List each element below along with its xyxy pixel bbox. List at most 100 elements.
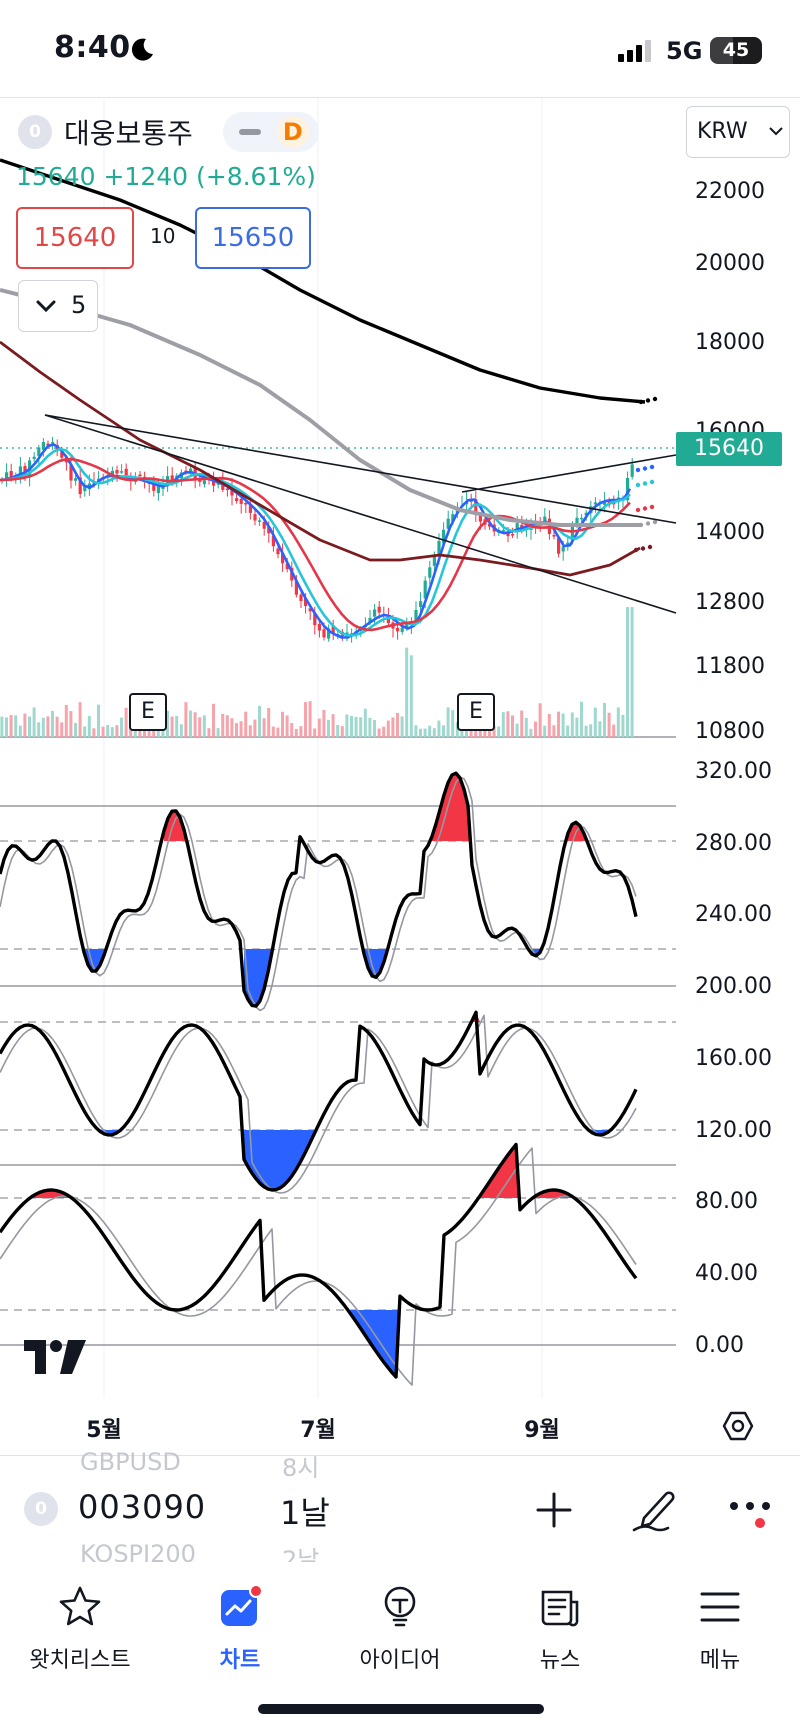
volume-bar <box>41 717 45 737</box>
indicator-count: 5 <box>71 291 87 319</box>
grid-lines <box>0 98 676 1398</box>
volume-bar <box>110 727 114 737</box>
tab-chart[interactable]: 차트 <box>160 1570 320 1680</box>
ma-projection-dot <box>638 399 644 405</box>
volume-bar <box>138 728 142 737</box>
volume-bar <box>9 715 13 737</box>
candle-body <box>557 538 561 554</box>
volume-bar <box>603 702 606 737</box>
ma-projection-dot <box>649 504 655 510</box>
more-icon[interactable] <box>728 1498 774 1532</box>
candle-body <box>230 487 234 496</box>
pen-icon[interactable] <box>630 1484 678 1534</box>
indicator-tick: 120.00 <box>695 1118 772 1143</box>
lightbulb-icon <box>384 1586 416 1627</box>
price-tick: 18000 <box>695 330 765 355</box>
candle-body <box>253 514 257 521</box>
candle-body <box>543 516 547 523</box>
volume-bar <box>584 725 588 737</box>
indicator-tick: 200.00 <box>695 974 772 999</box>
trend-line <box>461 454 677 493</box>
currency-select[interactable]: KRW <box>686 106 790 158</box>
volume-histogram <box>0 607 634 737</box>
tab-ideas[interactable]: 아이디어 <box>320 1570 480 1680</box>
candle-body <box>405 623 409 627</box>
volume-bar <box>428 725 432 737</box>
candle-body <box>331 625 335 634</box>
battery-level <box>710 37 734 64</box>
candle-body <box>152 483 156 491</box>
candle-body <box>506 532 510 537</box>
candle-body <box>124 468 128 478</box>
candle-body <box>630 464 634 477</box>
candle-body <box>593 502 597 505</box>
delay-pill[interactable]: D <box>222 112 319 152</box>
volume-bar <box>626 607 629 737</box>
candle-body <box>304 598 308 607</box>
ma-projection-dot <box>633 547 639 553</box>
candle-body <box>267 526 271 534</box>
earnings-marker[interactable]: E <box>457 693 495 731</box>
tab-news[interactable]: 뉴스 <box>480 1570 640 1680</box>
indicator-tick: 320.00 <box>695 759 772 784</box>
tab-menu[interactable]: 메뉴 <box>640 1570 800 1680</box>
divider <box>0 1562 800 1576</box>
ma-projection-dot <box>645 521 651 526</box>
ma240-line <box>0 158 646 404</box>
volume-bar <box>64 704 68 737</box>
price-change-line: 15640 +1240 (+8.61%) <box>16 162 316 191</box>
candle-body <box>41 442 45 450</box>
volume-bar <box>336 724 340 737</box>
last-price-tag: 15640 <box>676 432 782 466</box>
ma60-line <box>0 340 641 577</box>
indicators-collapse-button[interactable]: 5 <box>18 280 98 332</box>
candle-body <box>216 483 220 485</box>
volume-bar <box>317 718 321 737</box>
settings-icon[interactable] <box>722 1410 754 1442</box>
moving-averages <box>0 158 658 639</box>
minus-icon <box>238 129 261 135</box>
volume-bar <box>340 726 344 737</box>
candle-body <box>580 517 584 520</box>
ma10-line <box>0 447 631 637</box>
volume-bar <box>607 712 611 737</box>
ma5-line <box>0 443 632 639</box>
symbol-selector[interactable]: 003090 <box>78 1488 207 1526</box>
volume-bar <box>83 726 87 737</box>
symbol-row[interactable]: 0 대웅보통주 D <box>18 112 319 152</box>
battery-icon: 45 <box>710 37 762 64</box>
candle-body <box>281 553 285 564</box>
moon-icon <box>131 38 153 61</box>
candle-body <box>368 617 372 623</box>
volume-bar <box>285 715 289 737</box>
volume-bar <box>327 719 330 737</box>
candle-body <box>5 472 9 480</box>
interval-selector[interactable]: 1날 <box>280 1494 330 1532</box>
volume-bar <box>359 717 363 737</box>
add-icon[interactable] <box>534 1490 574 1530</box>
price-tick: 11800 <box>695 654 765 679</box>
symbol-name[interactable]: 대웅보통주 <box>64 117 193 150</box>
price-chart[interactable]: 2200020000180001600014000128001180010800… <box>0 98 800 1398</box>
buy-button[interactable]: 15650 <box>195 207 311 269</box>
volume-bar <box>442 725 445 737</box>
oversold-fill <box>84 949 544 1007</box>
volume-bar <box>281 711 284 737</box>
sell-button[interactable]: 15640 <box>16 207 134 269</box>
volume-bar <box>534 721 537 737</box>
tab-watchlist[interactable]: 왓치리스트 <box>0 1570 160 1680</box>
volume-bar <box>414 725 418 737</box>
volume-bar <box>0 716 4 737</box>
volume-bar <box>552 725 556 737</box>
volume-bar <box>520 710 524 737</box>
volume-bar <box>32 707 36 737</box>
earnings-marker[interactable]: E <box>129 693 167 731</box>
candle-body <box>603 501 607 505</box>
candle-body <box>46 443 50 446</box>
ma-projection-dot <box>645 398 651 403</box>
volume-bar <box>60 722 64 737</box>
volume-bar <box>290 722 294 737</box>
volume-bar <box>87 715 91 737</box>
volume-bar <box>179 724 183 737</box>
trend-line <box>44 414 677 524</box>
